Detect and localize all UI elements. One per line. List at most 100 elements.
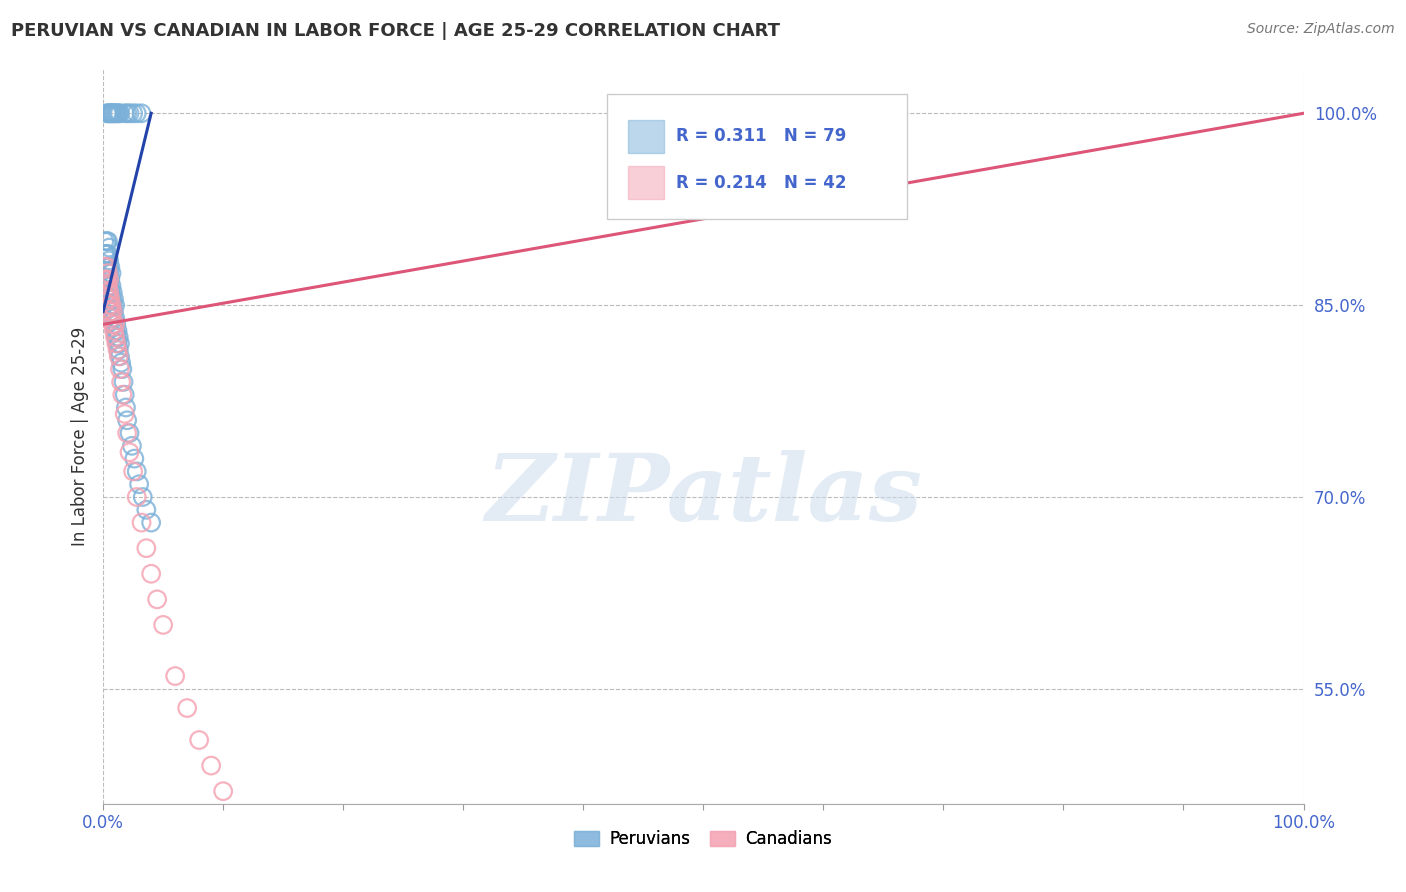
Point [98, 279, 121, 293]
Point [104, 310, 127, 325]
Point [125, 490, 148, 504]
Point [98, 272, 121, 286]
Point [96, 260, 118, 274]
Point [105, 330, 128, 344]
Point [200, 758, 222, 772]
Point [101, 285, 124, 300]
Point [104, 298, 127, 312]
Point [96, 260, 118, 274]
Point [101, 310, 124, 325]
Point [101, 298, 124, 312]
Point [96, 272, 118, 286]
Point [108, 336, 131, 351]
Point [104, 330, 127, 344]
Point [103, 304, 125, 318]
Point [135, 503, 157, 517]
Text: R = 0.311   N = 79: R = 0.311 N = 79 [676, 128, 846, 145]
Point [105, 336, 128, 351]
Point [110, 356, 132, 370]
Point [100, 266, 122, 280]
Point [98, 272, 121, 286]
Point [104, 324, 127, 338]
Point [98, 304, 121, 318]
Point [118, 425, 141, 440]
Point [114, 407, 136, 421]
Point [98, 298, 121, 312]
Point [122, 106, 145, 120]
Point [97, 285, 120, 300]
Point [96, 234, 118, 248]
Point [114, 106, 136, 120]
Point [93, 247, 115, 261]
Point [100, 106, 122, 120]
Point [94, 260, 117, 274]
Y-axis label: In Labor Force | Age 25-29: In Labor Force | Age 25-29 [72, 326, 89, 546]
Bar [627, 166, 664, 200]
Point [128, 477, 150, 491]
Point [94, 247, 117, 261]
Point [108, 362, 131, 376]
Point [97, 247, 120, 261]
Point [100, 106, 122, 120]
Point [93, 272, 115, 286]
Point [105, 106, 128, 120]
Point [112, 375, 135, 389]
Point [101, 318, 124, 332]
Point [115, 106, 138, 120]
Point [107, 330, 129, 344]
Point [115, 401, 138, 415]
Point [110, 375, 132, 389]
Point [98, 253, 121, 268]
Point [100, 310, 122, 325]
Point [93, 234, 115, 248]
Point [103, 324, 125, 338]
Bar [627, 120, 664, 153]
Point [98, 298, 121, 312]
Point [118, 106, 141, 120]
Point [107, 343, 129, 357]
Text: Source: ZipAtlas.com: Source: ZipAtlas.com [1247, 22, 1395, 37]
Point [108, 349, 131, 363]
Text: R = 0.214   N = 42: R = 0.214 N = 42 [676, 174, 846, 192]
Point [104, 318, 127, 332]
Point [104, 106, 127, 120]
Point [122, 465, 145, 479]
Point [107, 343, 129, 357]
Point [93, 260, 115, 274]
Point [124, 451, 146, 466]
Point [97, 279, 120, 293]
Point [188, 733, 211, 747]
Point [96, 285, 118, 300]
Point [115, 413, 138, 427]
Point [107, 349, 129, 363]
Point [146, 592, 169, 607]
Point [97, 260, 120, 274]
Point [98, 106, 121, 120]
Point [98, 292, 121, 306]
Point [131, 106, 153, 120]
Point [93, 272, 115, 286]
Point [132, 490, 155, 504]
Point [176, 701, 198, 715]
Point [97, 292, 120, 306]
Point [118, 445, 141, 459]
Point [100, 304, 122, 318]
Point [111, 362, 134, 376]
Point [107, 336, 129, 351]
Point [103, 106, 125, 120]
Point [97, 234, 120, 248]
Point [100, 279, 122, 293]
Point [98, 292, 121, 306]
Point [98, 260, 121, 274]
Point [107, 324, 129, 338]
Point [139, 516, 162, 530]
Point [111, 387, 134, 401]
Point [93, 260, 115, 274]
Point [107, 106, 129, 120]
Point [101, 106, 124, 120]
Point [100, 298, 122, 312]
Point [98, 285, 121, 300]
Point [101, 304, 124, 318]
Point [98, 106, 121, 120]
Point [115, 425, 138, 440]
